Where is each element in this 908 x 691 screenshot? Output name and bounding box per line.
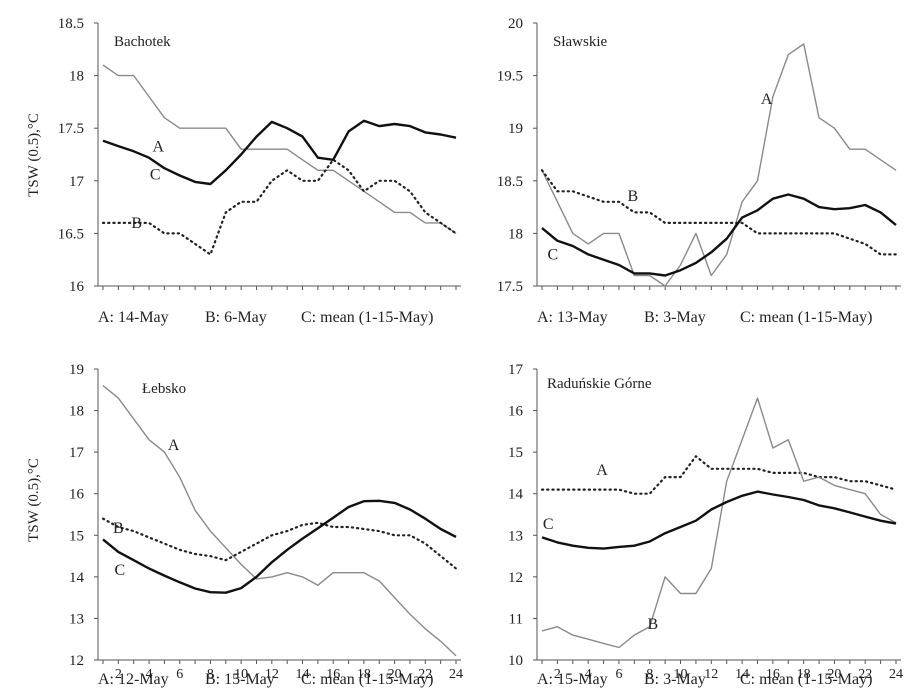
- y-tick-label: 15: [69, 528, 84, 544]
- x-tick-label: 10: [234, 667, 248, 682]
- x-tick-label: 2: [115, 667, 122, 682]
- x-tick-label: 14: [296, 667, 310, 682]
- x-tick-label: 24: [449, 667, 463, 682]
- y-axis-label-bottom: TSW (0.5),°C: [26, 458, 42, 542]
- series-label-a: A: [761, 91, 773, 108]
- x-tick-label: 8: [207, 667, 214, 682]
- x-tick-label: 20: [388, 667, 402, 682]
- panel-title: Bachotek: [114, 34, 171, 50]
- caption-b: B: 6-May: [205, 309, 267, 326]
- series-label-b: B: [131, 215, 142, 232]
- caption-b: B: 3-May: [644, 671, 706, 688]
- series-line-a: [541, 43, 897, 287]
- y-tick-label: 16: [508, 404, 524, 420]
- y-axis-label-top: TSW (0.5),°C: [26, 113, 42, 197]
- caption-a: A: 14-May: [98, 309, 169, 326]
- y-tick-label: 18.5: [497, 174, 523, 190]
- series-label-c: C: [115, 562, 126, 579]
- panel-title: Raduńskie Górne: [547, 376, 652, 392]
- y-tick-label: 11: [509, 611, 523, 627]
- series-label-a: A: [168, 437, 180, 454]
- y-tick-label: 20: [508, 16, 523, 32]
- y-tick-label: 10: [508, 653, 523, 669]
- x-tick-label: 6: [176, 667, 183, 682]
- y-tick-label: 16.5: [58, 226, 84, 242]
- y-tick-label: 14: [69, 570, 85, 586]
- y-tick-label: 18.5: [58, 16, 84, 32]
- series-line-b: [101, 158, 458, 256]
- x-tick-label: 10: [674, 667, 688, 682]
- series-label-a: A: [152, 138, 164, 155]
- series-line-c: [102, 119, 457, 186]
- y-tick-label: 13: [508, 528, 523, 544]
- y-tick-label: 17: [69, 174, 85, 190]
- x-tick-label: 16: [766, 667, 780, 682]
- series-line-a: [102, 385, 457, 657]
- series-line-b: [101, 517, 458, 570]
- x-tick-label: 18: [797, 667, 811, 682]
- y-tick-label: 17: [69, 445, 85, 461]
- y-tick-label: 17.5: [58, 121, 84, 137]
- caption-c: C: mean (1-15-May): [301, 309, 433, 326]
- chart-panel-2: 17.5 18 18.5 19 19.5 20 A B C Sławskie A: 13-May B:…: [497, 16, 901, 326]
- y-tick-label: 19.5: [497, 69, 523, 85]
- caption-c: C: mean (1-15-May): [740, 309, 872, 326]
- x-tick-label: 20: [827, 667, 841, 682]
- x-tick-label: 24: [889, 667, 903, 682]
- x-tick-label: 18: [357, 667, 371, 682]
- caption-b: B: 15-May: [205, 671, 275, 688]
- series-label-b: B: [647, 616, 658, 633]
- series-line-b: [540, 169, 898, 256]
- series-label-c: C: [150, 167, 161, 184]
- caption-b: B: 3-May: [644, 309, 706, 326]
- series-label-b: B: [627, 188, 638, 205]
- caption-c: C: mean (1-15-May): [740, 671, 872, 688]
- caption-c: C: mean (1-15-May): [301, 671, 433, 688]
- y-tick-label: 18: [69, 404, 84, 420]
- series-line-c: [541, 490, 897, 550]
- series-label-c: C: [547, 247, 558, 264]
- x-tick-label: 8: [646, 667, 653, 682]
- y-tick-label: 13: [69, 611, 84, 627]
- y-tick-label: 14: [508, 487, 524, 503]
- caption-a: A: 12-May: [98, 671, 169, 688]
- panel-title: Łebsko: [142, 381, 186, 397]
- x-tick-label: 12: [265, 667, 279, 682]
- chart-panel-1: 16 16.5 17 17.5 18 18.5 A B C Bachotek A: 14-May B:…: [58, 16, 461, 326]
- y-tick-label: 16: [69, 279, 85, 295]
- series-line-c: [541, 193, 897, 277]
- x-tick-label: 4: [585, 667, 592, 682]
- series-line-a: [102, 64, 457, 234]
- y-tick-label: 15: [508, 445, 523, 461]
- x-tick-label: 22: [858, 667, 872, 682]
- caption-a: A: 13-May: [537, 309, 608, 326]
- y-tick-label: 18: [508, 226, 523, 242]
- series-line-a: [540, 455, 898, 495]
- series-label-a: A: [596, 462, 608, 479]
- series-line-c: [102, 499, 457, 594]
- x-tick-label: 2: [554, 667, 561, 682]
- y-tick-label: 18: [69, 69, 84, 85]
- panel-title: Sławskie: [553, 34, 608, 50]
- series-label-c: C: [543, 516, 554, 533]
- y-tick-label: 17: [508, 362, 524, 378]
- caption-a: A: 15-May: [537, 671, 608, 688]
- y-tick-label: 19: [508, 121, 523, 137]
- x-tick-label: 14: [735, 667, 749, 682]
- series-label-b: B: [113, 520, 124, 537]
- x-tick-label: 12: [704, 667, 718, 682]
- y-tick-label: 19: [69, 362, 84, 378]
- x-tick-label: 6: [615, 667, 622, 682]
- y-tick-label: 17.5: [497, 279, 523, 295]
- x-tick-label: 4: [146, 667, 153, 682]
- x-tick-label: 22: [418, 667, 432, 682]
- x-tick-label: 16: [326, 667, 340, 682]
- y-tick-label: 12: [69, 653, 84, 669]
- y-tick-label: 12: [508, 570, 523, 586]
- series-line-b: [541, 397, 897, 649]
- y-tick-label: 16: [69, 487, 85, 503]
